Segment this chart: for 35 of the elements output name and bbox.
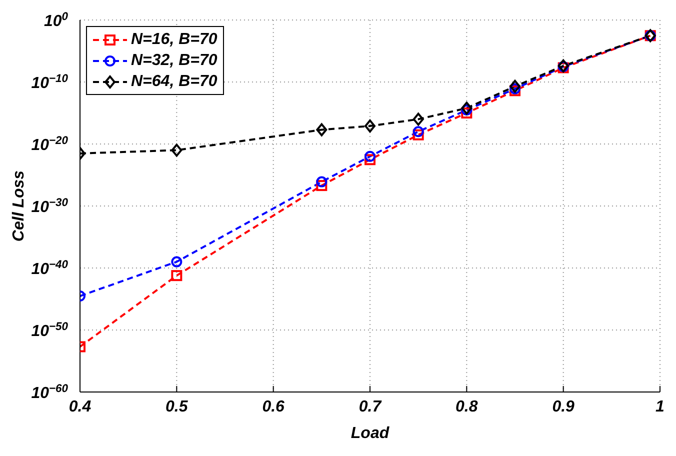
point xyxy=(316,176,328,188)
point xyxy=(412,129,424,140)
point xyxy=(171,256,182,268)
point xyxy=(364,154,376,166)
x-tick-label: 0.5 xyxy=(166,398,189,416)
x-tick-label: 0.9 xyxy=(552,398,575,416)
point xyxy=(171,270,182,282)
legend-label: N=64, B=70 xyxy=(131,72,218,90)
y-axis-title: Cell Loss xyxy=(10,170,28,242)
y-tick-label: 10$^{−10}$ xyxy=(31,73,69,92)
legend-label: N=32, B=70 xyxy=(131,52,218,70)
y-tick-label: 10$^{−60}$ xyxy=(31,383,69,402)
point xyxy=(364,150,376,162)
point xyxy=(171,144,182,157)
point xyxy=(364,120,376,132)
x-tick-label: 0.6 xyxy=(262,398,285,416)
point xyxy=(316,123,328,136)
y-tick-label: 10$^{0}$ xyxy=(44,11,69,30)
x-tick-label: 0.4 xyxy=(68,398,92,416)
y-tick-label: 10$^{−50}$ xyxy=(31,321,69,340)
x-tick-label: 0.7 xyxy=(358,398,382,416)
x-axis-title: Load xyxy=(350,425,390,442)
point xyxy=(461,108,472,118)
y-tick-label: 10$^{−40}$ xyxy=(31,259,69,278)
point xyxy=(412,126,424,138)
point xyxy=(461,104,472,116)
point xyxy=(461,102,472,115)
x-tick-label: 0.8 xyxy=(456,398,478,416)
y-tick-label: 10$^{−20}$ xyxy=(31,135,69,154)
x-tick-label: 1 xyxy=(656,398,665,416)
y-tick-label: 10$^{−30}$ xyxy=(31,197,69,216)
legend-label: N=16, B=70 xyxy=(131,30,218,48)
point xyxy=(510,80,520,93)
point xyxy=(316,180,328,192)
point xyxy=(412,112,424,126)
